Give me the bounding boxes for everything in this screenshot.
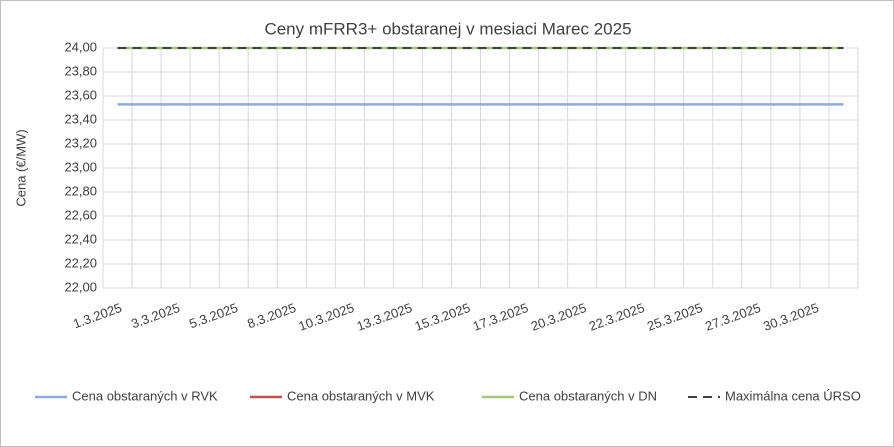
y-tick-label: 24,00 [64, 39, 97, 54]
y-tick-label: 23,00 [64, 159, 97, 174]
y-tick-label: 22,80 [64, 183, 97, 198]
y-axis-label: Cena (€/MW) [13, 129, 28, 206]
y-tick-label: 23,60 [64, 87, 97, 102]
y-tick-label: 22,20 [64, 255, 97, 270]
y-tick-label: 22,00 [64, 279, 97, 294]
y-tick-label: 23,20 [64, 135, 97, 150]
y-tick-label: 23,80 [64, 63, 97, 78]
y-tick-label: 23,40 [64, 111, 97, 126]
legend-label: Cena obstaraných v MVK [287, 388, 435, 403]
legend-label: Cena obstaraných v RVK [72, 388, 218, 403]
y-tick-label: 22,40 [64, 231, 97, 246]
legend-label: Maximálna cena ÚRSO [725, 388, 861, 403]
y-tick-label: 22,60 [64, 207, 97, 222]
legend-label: Cena obstaraných v DN [519, 388, 657, 403]
chart-title: Ceny mFRR3+ obstaranej v mesiaci Marec 2… [264, 19, 631, 38]
